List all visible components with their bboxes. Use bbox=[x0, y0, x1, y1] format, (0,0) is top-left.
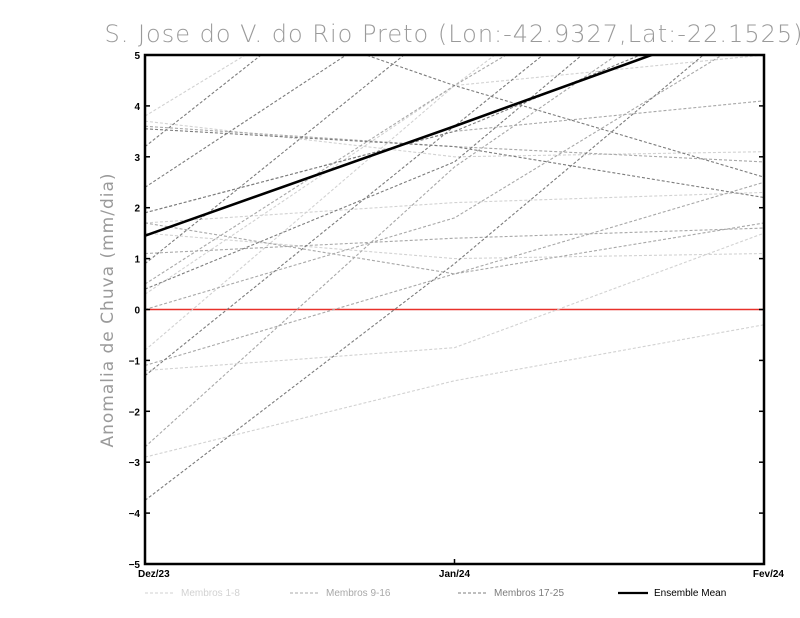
member-line-7 bbox=[145, 232, 764, 372]
y-tick-label: 3 bbox=[134, 153, 140, 164]
chart-title: S. Jose do V. do Rio Preto (Lon:-42.9327… bbox=[104, 20, 800, 48]
member-line-8 bbox=[145, 324, 764, 458]
member-line-15 bbox=[145, 181, 764, 367]
member-line-12 bbox=[145, 227, 764, 255]
member-line-16 bbox=[145, 55, 618, 448]
member-line-24 bbox=[145, 55, 705, 501]
member-line-2 bbox=[145, 120, 764, 158]
y-tick-label: −3 bbox=[129, 458, 141, 469]
member-line-22 bbox=[145, 55, 583, 290]
member-line-17 bbox=[145, 55, 262, 148]
member-line-6 bbox=[145, 55, 496, 351]
y-tick-label: −2 bbox=[129, 407, 141, 418]
member-line-4 bbox=[145, 232, 764, 260]
member-line-14 bbox=[145, 55, 724, 311]
y-tick-label: 0 bbox=[134, 306, 140, 317]
member-line-25 bbox=[364, 55, 764, 178]
y-tick-label: −1 bbox=[129, 356, 141, 367]
y-tick-label: 1 bbox=[134, 255, 140, 266]
member-line-5 bbox=[145, 55, 764, 295]
member-line-18 bbox=[145, 128, 764, 199]
member-line-21 bbox=[145, 55, 405, 265]
member-line-20 bbox=[145, 55, 642, 214]
x-tick-label: Jan/24 bbox=[439, 569, 471, 580]
x-tick-label: Fev/24 bbox=[753, 569, 785, 580]
y-tick-label: 4 bbox=[134, 102, 140, 113]
y-axis-label: Anomalia de Chuva (mm/dia) bbox=[98, 172, 118, 447]
legend-label-1: Membros 1-8 bbox=[181, 588, 240, 599]
member-line-3 bbox=[145, 191, 764, 224]
y-tick-label: −4 bbox=[129, 509, 141, 520]
y-tick-label: 2 bbox=[134, 204, 140, 215]
member-line-1 bbox=[145, 55, 247, 117]
ensemble-mean-line bbox=[145, 55, 656, 237]
y-tick-label: −5 bbox=[129, 560, 141, 571]
legend-label-2: Membros 9-16 bbox=[326, 588, 391, 599]
legend-label-4: Ensemble Mean bbox=[654, 588, 726, 599]
x-tick-label: Dez/23 bbox=[138, 569, 170, 580]
member-line-11 bbox=[145, 222, 764, 275]
legend-label-3: Membros 17-25 bbox=[494, 588, 564, 599]
y-tick-label: 5 bbox=[134, 51, 140, 62]
